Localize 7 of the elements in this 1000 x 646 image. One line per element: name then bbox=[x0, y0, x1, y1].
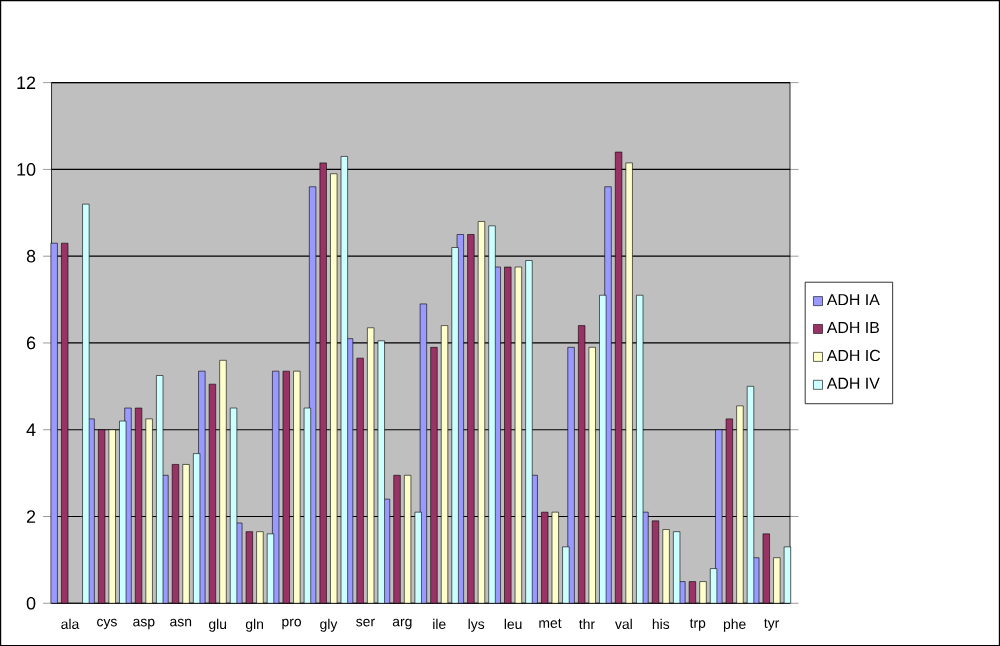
y-tick-label: 0 bbox=[26, 596, 36, 610]
y-tick-label: 6 bbox=[26, 336, 36, 350]
y-tick-label: 12 bbox=[17, 76, 36, 89]
y-tick-label: 8 bbox=[26, 249, 36, 263]
y-tick-label: 4 bbox=[26, 423, 36, 436]
y-tick-label: 10 bbox=[17, 162, 36, 176]
y-tick-label: 2 bbox=[26, 510, 36, 523]
